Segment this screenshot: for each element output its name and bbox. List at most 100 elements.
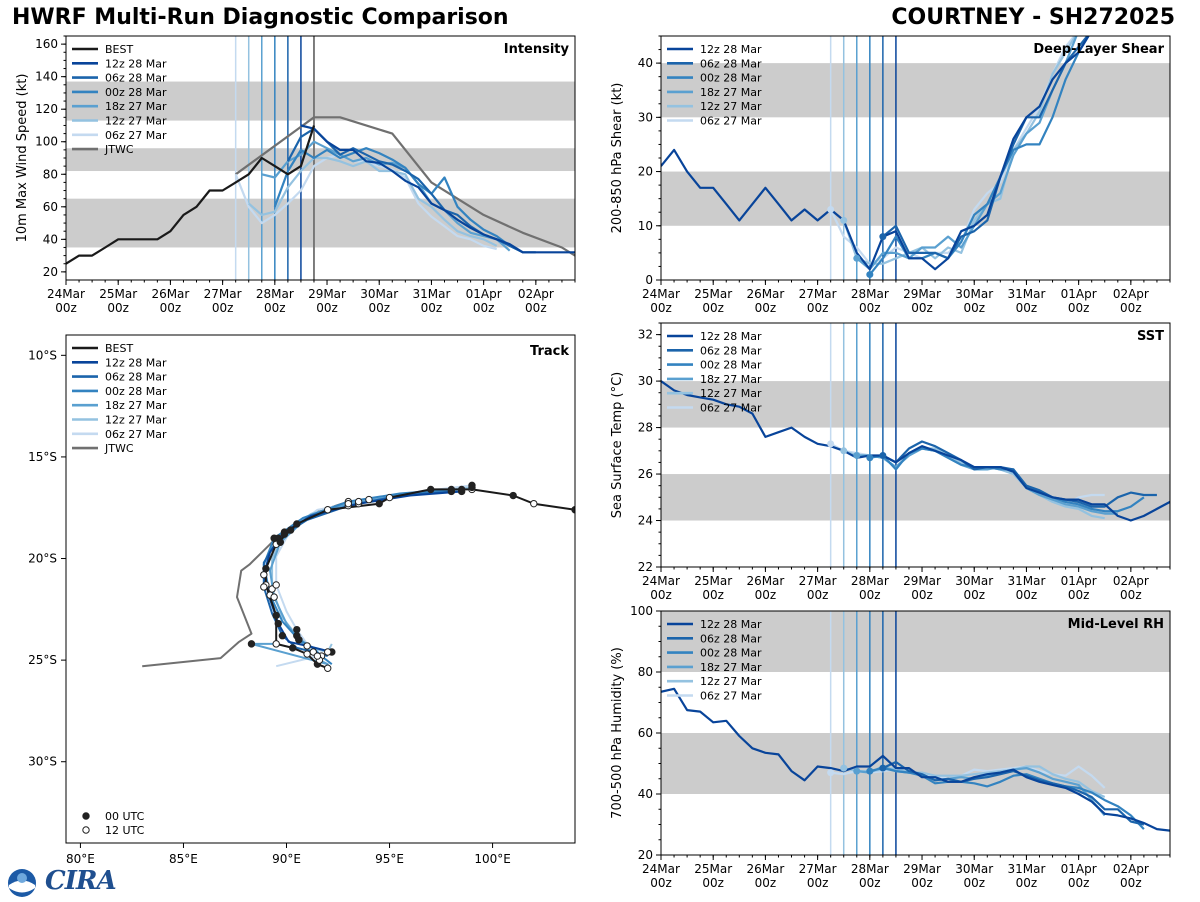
rh-xtick-label: 29Mar [903, 862, 941, 876]
sst-xtick-sublabel: 00z [755, 588, 777, 602]
track-legend-label: 06z 28 Mar [105, 371, 167, 384]
shear-xtick-label: 27Mar [799, 287, 837, 301]
sst-ytick-label: 28 [638, 421, 653, 435]
intensity-ytick-label: 60 [43, 200, 58, 214]
rh-ytick-label: 40 [638, 787, 653, 801]
track-ytick-label: 15°S [28, 450, 57, 464]
shear-xtick-sublabel: 00z [963, 301, 985, 315]
shear-xtick-sublabel: 00z [911, 301, 933, 315]
track-marker-legend-label: 12 UTC [105, 824, 145, 837]
intensity-xtick-label: 30Mar [360, 287, 398, 301]
rh-xtick-sublabel: 00z [702, 876, 724, 890]
sst-init-marker-r12z27 [840, 447, 848, 455]
intensity-xtick-label: 26Mar [151, 287, 189, 301]
rh-legend-label: 06z 27 Mar [700, 690, 762, 703]
shear-xtick-label: 30Mar [955, 287, 993, 301]
rh-series-r06z27 [830, 765, 1106, 789]
rh-series-r12z28 [661, 687, 1170, 832]
track-fix-marker [262, 564, 270, 573]
rh-xtick-label: 30Mar [955, 862, 993, 876]
track-fix-marker [247, 640, 256, 648]
sst-xtick-sublabel: 00z [702, 588, 724, 602]
sst-xtick-sublabel: 00z [807, 588, 829, 602]
sst-frame [660, 322, 1171, 568]
rh-series-r00z28 [869, 766, 1145, 830]
storm-title: COURTNEY - SH272025 [891, 5, 1175, 30]
sst-legend-label: 12z 27 Mar [700, 387, 762, 400]
intensity-xtick-sublabel: 00z [525, 301, 547, 315]
track-fix-marker [293, 520, 301, 528]
track-fix-marker [468, 481, 476, 490]
rh-init-marker-r00z28 [866, 767, 874, 775]
intensity-series-r00z28 [273, 147, 524, 254]
track-marker-legend-symbol [82, 826, 90, 834]
sst-legend-label: 18z 27 Mar [700, 373, 762, 386]
rh-xtick-label: 02Apr [1113, 862, 1149, 876]
intensity-xtick-sublabel: 00z [473, 301, 495, 315]
cira-logo: CIRA [5, 866, 117, 898]
intensity-ytick-label: 120 [35, 102, 58, 116]
track-title: Track [530, 344, 569, 359]
track-fix-marker [385, 493, 394, 502]
intensity-ytick-label: 160 [35, 37, 58, 51]
rh-ytick-label: 80 [638, 665, 653, 679]
track-series-best [264, 488, 575, 670]
noaa-logo-icon [8, 869, 36, 897]
rh-band [661, 611, 1170, 672]
sst-band [661, 474, 1170, 521]
intensity-plot-area [66, 36, 575, 280]
shear-xtick-sublabel: 00z [702, 301, 724, 315]
rh-panel: 2040608010024Mar00z25Mar00z26Mar00z27Mar… [610, 604, 1171, 890]
track-series-r12z27 [271, 486, 473, 653]
track-fix-marker [344, 499, 353, 508]
shear-ytick-label: 20 [638, 165, 653, 179]
intensity-legend-label: 12z 28 Mar [105, 57, 167, 70]
track-frame [65, 334, 576, 844]
track-fix-marker [303, 642, 311, 650]
track-legend-label: JTWC [104, 442, 134, 455]
track-marker-legend-symbol [82, 812, 90, 820]
rh-ytick-label: 20 [638, 848, 653, 862]
intensity-xtick-label: 31Mar [412, 287, 450, 301]
track-series-jtwc [142, 500, 349, 668]
intensity-series-jtwc [235, 116, 575, 257]
track-fix-marker [270, 593, 278, 601]
track-fix-marker [260, 583, 268, 591]
track-fix-marker [324, 648, 332, 656]
intensity-title: Intensity [504, 42, 570, 57]
track-fix-marker [324, 664, 332, 672]
track-fix-marker [278, 632, 287, 640]
rh-plot-area [661, 611, 1170, 855]
shear-panel: 01020304024Mar00z25Mar00z26Mar00z27Mar00… [610, 35, 1171, 315]
track-fix-marker [280, 530, 289, 538]
shear-title: Deep-Layer Shear [1033, 42, 1164, 57]
shear-band [661, 63, 1170, 118]
rh-ylabel: 700-500 hPa Humidity (%) [610, 647, 625, 819]
track-fix-marker [447, 485, 456, 494]
shear-ytick-label: 30 [638, 110, 653, 124]
track-fix-marker [288, 644, 297, 652]
rh-ytick-label: 60 [638, 726, 653, 740]
track-plot-area [142, 481, 575, 672]
shear-ytick-label: 40 [638, 56, 653, 70]
rh-init-marker-r06z28 [879, 764, 887, 772]
shear-xtick-sublabel: 00z [807, 301, 829, 315]
sst-legend-label: 12z 28 Mar [700, 330, 762, 343]
rh-xtick-sublabel: 00z [650, 876, 672, 890]
intensity-legend-label: 18z 27 Mar [105, 100, 167, 113]
rh-init-marker-r12z27 [840, 764, 848, 772]
shear-xtick-sublabel: 00z [859, 301, 881, 315]
intensity-xtick-label: 25Mar [99, 287, 137, 301]
sst-band [661, 381, 1170, 428]
shear-xtick-label: 29Mar [903, 287, 941, 301]
sst-xtick-sublabel: 00z [859, 588, 881, 602]
intensity-xtick-sublabel: 00z [421, 301, 443, 315]
rh-init-marker-r18z27 [853, 767, 861, 775]
track-series-r00z28 [262, 488, 452, 665]
rh-legend-label: 06z 28 Mar [700, 632, 762, 645]
shear-series-r06z28 [882, 36, 1089, 260]
rh-legend-label: 12z 28 Mar [700, 618, 762, 631]
track-panel: 80°E 85°E 90°E 95°E 100°E 10°S 15°S 20°S 25°S 30°… [28, 334, 576, 866]
intensity-ytick-label: 100 [35, 135, 58, 149]
intensity-xtick-sublabel: 00z [316, 301, 338, 315]
